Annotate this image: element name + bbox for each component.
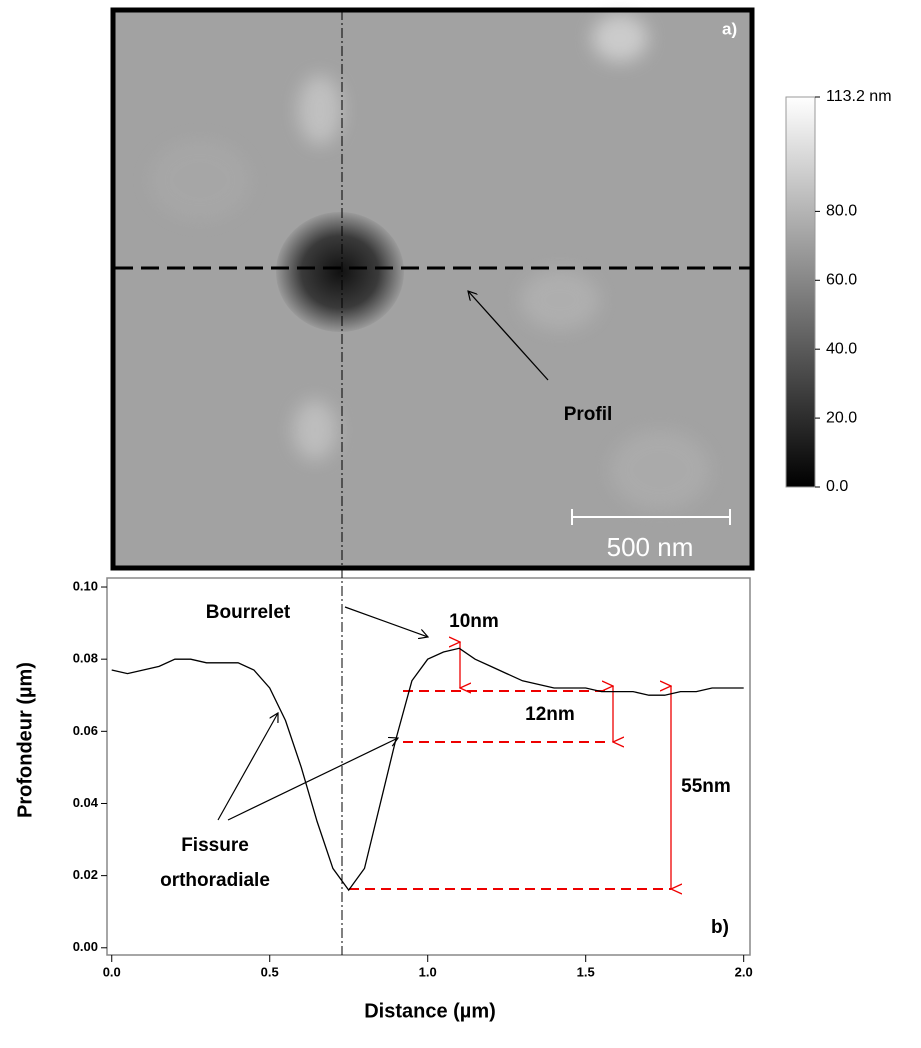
annotation: Bourrelet bbox=[206, 602, 291, 623]
arrow bbox=[217, 713, 278, 821]
red-annotations bbox=[349, 642, 671, 889]
annotation: 12nm bbox=[525, 704, 575, 725]
colorbar-tick-label: 80.0 bbox=[826, 203, 857, 220]
annotation: 55nm bbox=[681, 776, 731, 797]
afm-image bbox=[110, 7, 755, 571]
colorbar bbox=[785, 96, 816, 488]
arrow bbox=[344, 606, 428, 637]
colorbar-tick-label: 60.0 bbox=[826, 272, 857, 289]
colorbar-tick-label: 0.0 bbox=[826, 478, 848, 495]
x-tick-label: 1.0 bbox=[419, 964, 437, 979]
panel-label: a) bbox=[722, 19, 737, 38]
annotation: orthoradiale bbox=[160, 870, 270, 891]
scale-bar-label: 500 nm bbox=[607, 532, 694, 562]
x-tick-label: 0.0 bbox=[103, 964, 121, 979]
x-axis-title: Distance (µm) bbox=[364, 1000, 496, 1022]
y-tick-label: 0.04 bbox=[73, 795, 99, 810]
annotation: Profil bbox=[564, 404, 613, 425]
x-tick-label: 0.5 bbox=[261, 964, 279, 979]
annotation: 10nm bbox=[449, 611, 499, 632]
profile-line bbox=[111, 647, 744, 892]
y-axis-title: Profondeur (µm) bbox=[14, 662, 36, 818]
plot-area bbox=[106, 577, 751, 956]
arrow bbox=[468, 291, 549, 381]
colorbar-tick-label: 20.0 bbox=[826, 409, 857, 426]
y-tick-label: 0.08 bbox=[73, 651, 98, 666]
colorbar-tick-label: 113.2 nm bbox=[826, 88, 892, 105]
x-tick-label: 2.0 bbox=[735, 964, 753, 979]
x-tick-label: 1.5 bbox=[577, 964, 595, 979]
panel-label: b) bbox=[711, 917, 729, 938]
annotation: Fissure bbox=[181, 835, 249, 856]
y-tick-label: 0.02 bbox=[73, 867, 98, 882]
colorbar-tick-label: 40.0 bbox=[826, 340, 857, 357]
y-tick-label: 0.06 bbox=[73, 723, 98, 738]
arrow bbox=[227, 738, 398, 821]
y-tick-label: 0.10 bbox=[73, 578, 98, 593]
y-tick-label: 0.00 bbox=[73, 939, 98, 954]
